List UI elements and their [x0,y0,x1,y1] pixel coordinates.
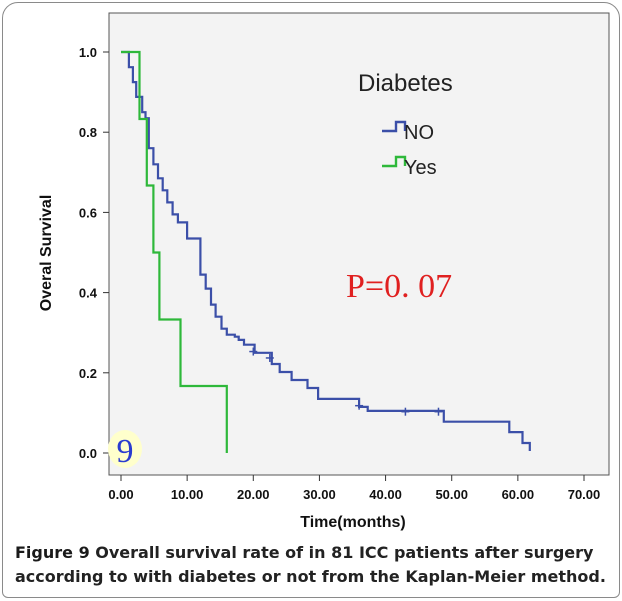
panel-label-text: 9 [117,433,134,470]
x-tick-label: 0.00 [108,487,133,502]
panel-label: 9 [108,430,142,470]
y-tick-label: 0.8 [79,125,97,140]
x-tick-label: 40.00 [369,487,402,502]
x-tick-label: 70.00 [568,487,601,502]
x-axis-label: Time(months) [300,514,405,531]
y-tick-label: 0.0 [79,446,97,461]
caption-lead: Figure 9 [15,543,90,562]
legend-swatch-yes [382,155,407,168]
legend: Diabetes NO Yes [358,70,453,179]
survival-curves [121,50,531,453]
y-tick-label: 0.6 [79,205,97,220]
legend-title: Diabetes [358,70,453,97]
x-tick-label: 20.00 [237,487,270,502]
y-tick-label: 1.0 [79,45,97,60]
series-line-yes [121,50,228,453]
y-tick-label: 0.2 [79,366,97,381]
legend-swatch-no [382,120,407,133]
x-tick-label: 30.00 [303,487,336,502]
y-tick-label: 0.4 [79,286,98,301]
caption-text: Overall survival rate of in 81 ICC patie… [15,543,606,586]
series-line-no [121,50,531,451]
km-chart: 0.00 10.00 20.00 30.00 40.00 50.00 60.00 70.00 0… [38,12,610,531]
legend-entry-no: NO [404,122,434,144]
panel-label-badge [108,430,142,468]
p-value-annotation: P=0. 07 [346,268,452,305]
x-tick-label: 60.00 [502,487,535,502]
figure-caption: Figure 9 Overall survival rate of in 81 … [15,541,615,589]
axes: 0.00 10.00 20.00 30.00 40.00 50.00 60.00 70.00 0… [79,45,600,502]
x-tick-label: 10.00 [171,487,204,502]
y-axis-label: Overal Survival [38,195,55,312]
legend-entry-yes: Yes [404,157,437,179]
x-tick-label: 50.00 [435,487,468,502]
